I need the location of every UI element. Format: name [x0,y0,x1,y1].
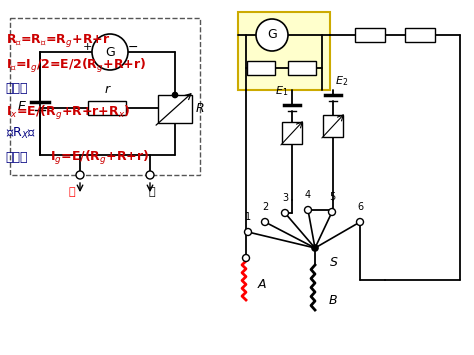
Text: 黑: 黑 [149,187,155,197]
Bar [247,61,275,75]
Text: 2: 2 [262,202,268,212]
Text: R$_{中}$=R$_{内}$=R$_g$+R+r: R$_{中}$=R$_{内}$=R$_g$+R+r [6,32,110,49]
Text: 1: 1 [245,212,251,222]
Text: 5: 5 [329,192,335,202]
Bar [10,18,200,175]
Bar [158,95,192,123]
Text: r: r [104,83,109,96]
Circle shape [282,209,289,217]
Text: 测R$_X$：: 测R$_X$： [6,126,36,141]
Text: G: G [267,28,277,42]
Text: $E_2$: $E_2$ [335,74,348,88]
Circle shape [356,218,364,225]
Circle shape [76,171,84,179]
Text: +: + [82,42,91,52]
Text: $E_1$: $E_1$ [275,84,288,98]
Bar [288,61,316,75]
Circle shape [262,218,268,225]
Bar [323,115,343,137]
Circle shape [312,245,318,251]
Circle shape [256,19,288,51]
Text: I$_g$=E/(R$_g$+R+r): I$_g$=E/(R$_g$+R+r) [50,149,149,167]
Text: 中值：: 中值： [6,82,28,95]
Circle shape [304,207,311,213]
Text: I$_{中}$=I$_g$/2=E/2(R$_g$+R+r): I$_{中}$=I$_g$/2=E/2(R$_g$+R+r) [6,57,146,75]
Text: R: R [196,103,205,115]
Text: B: B [329,294,337,306]
Bar [405,28,435,42]
Text: 4: 4 [305,190,311,200]
Circle shape [243,255,249,262]
Bar [238,12,330,90]
Bar [88,101,126,115]
Text: −: − [128,40,138,54]
Text: I$_x$=E/(R$_g$+R+r+R$_x$): I$_x$=E/(R$_g$+R+r+R$_x$) [6,104,130,122]
Text: 6: 6 [357,202,363,212]
Text: E: E [18,99,26,113]
Text: G: G [105,45,115,59]
Text: S: S [330,256,338,269]
Circle shape [146,171,154,179]
Circle shape [245,229,252,235]
Circle shape [92,34,128,70]
Text: 红: 红 [69,187,75,197]
Text: A: A [258,279,266,291]
Bar [355,28,385,42]
Circle shape [173,93,177,98]
Bar [282,122,302,144]
Circle shape [328,208,336,215]
Text: 满偏：: 满偏： [6,152,28,164]
Text: 3: 3 [282,193,288,203]
